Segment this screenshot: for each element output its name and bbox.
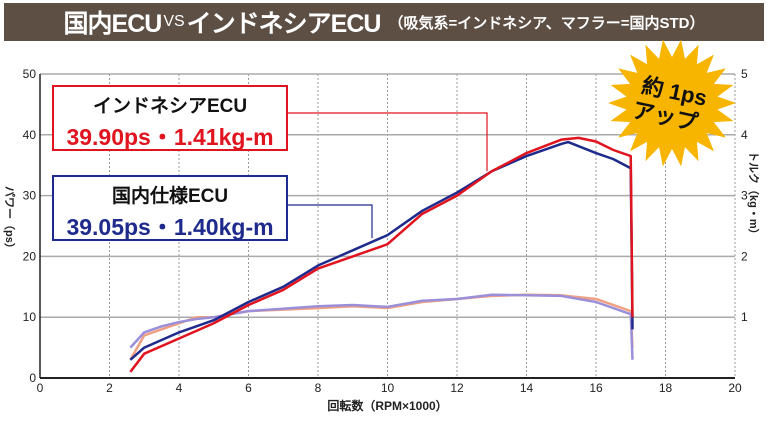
- x-tick-label: 14: [520, 381, 534, 395]
- x-tick-label: 2: [106, 381, 113, 395]
- x-tick-label: 6: [245, 381, 252, 395]
- x-tick-label: 20: [728, 381, 742, 395]
- x-tick-label: 16: [589, 381, 603, 395]
- y-left-tick-label: 20: [23, 249, 37, 263]
- title-main: 国内ECU: [63, 10, 163, 38]
- y-right-tick-label: 2: [741, 249, 748, 263]
- y-left-tick-label: 0: [29, 371, 36, 385]
- x-axis-label: 回転数（RPM×1000）: [327, 398, 447, 413]
- legend-connector-indonesia: [284, 112, 488, 172]
- legend-indonesia-value: 39.90ps・1.41kg-m: [66, 124, 274, 150]
- x-tick-label: 4: [176, 381, 183, 395]
- series-line-power-1: [129, 140, 634, 361]
- x-tick-label: 12: [450, 381, 464, 395]
- chart-title: 国内ECU VS インドネシアECU （吸気系=インドネシア、マフラー=国内ST…: [4, 3, 764, 41]
- title-vs: VS: [163, 13, 185, 30]
- y-right-axis-label: トルク（kg・m）: [747, 151, 760, 240]
- y-right-tick-label: 5: [741, 67, 748, 81]
- legend-indonesia: インドネシアECU 39.90ps・1.41kg-m: [52, 85, 288, 151]
- starburst-badge: [608, 39, 736, 167]
- x-tick-label: 0: [37, 381, 44, 395]
- series-line-power-0: [129, 136, 634, 373]
- title-sub: （吸気系=インドネシア、マフラー=国内STD）: [388, 14, 705, 32]
- title-main2: インドネシアECU: [186, 10, 382, 38]
- y-left-tick-label: 40: [23, 128, 37, 142]
- x-tick-label: 10: [381, 381, 395, 395]
- y-left-tick-label: 10: [23, 310, 37, 324]
- series-line-torque-3: [129, 293, 634, 360]
- y-left-axis-label: パワー（ps）: [3, 186, 16, 254]
- x-tick-label: 8: [315, 381, 322, 395]
- x-tick-label: 18: [659, 381, 673, 395]
- legend-domestic: 国内仕様ECU 39.05ps・1.40kg-m: [52, 175, 288, 241]
- legend-indonesia-name: インドネシアECU: [92, 96, 248, 117]
- y-left-tick-label: 50: [23, 67, 37, 81]
- y-right-tick-label: 4: [741, 128, 748, 142]
- legend-domestic-value: 39.05ps・1.40kg-m: [66, 214, 274, 240]
- legend-connector-domestic: [284, 204, 373, 239]
- legend-domestic-name: 国内仕様ECU: [111, 186, 229, 207]
- y-right-tick-label: 1: [741, 310, 748, 324]
- y-left-tick-label: 30: [23, 189, 37, 203]
- y-right-tick-label: 3: [741, 189, 748, 203]
